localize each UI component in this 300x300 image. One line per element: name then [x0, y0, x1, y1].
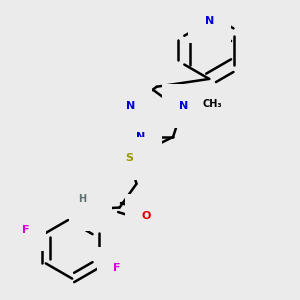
Text: S: S: [126, 154, 134, 164]
Text: N: N: [178, 101, 188, 111]
Text: N: N: [126, 101, 135, 111]
Text: F: F: [113, 263, 121, 274]
Text: N: N: [136, 132, 145, 142]
Text: O: O: [142, 211, 151, 221]
Text: H: H: [78, 194, 86, 204]
Text: N: N: [205, 16, 214, 26]
Text: N: N: [86, 204, 95, 214]
Text: F: F: [22, 224, 29, 235]
Text: CH₃: CH₃: [202, 99, 222, 109]
